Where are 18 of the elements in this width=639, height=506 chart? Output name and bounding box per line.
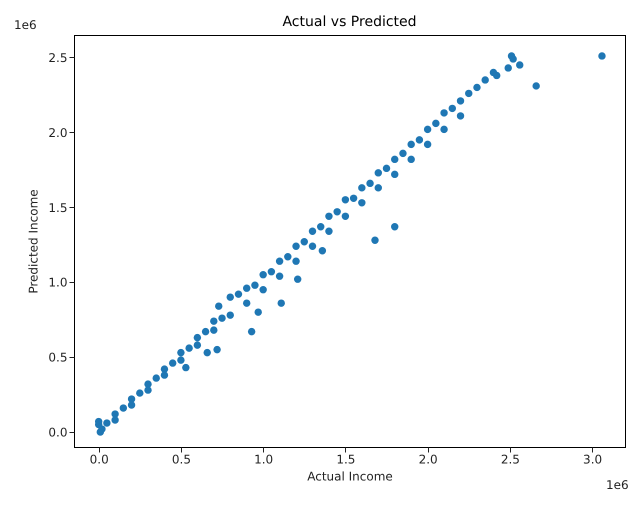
text: 1e6 bbox=[606, 478, 629, 492]
x-tick-label: 2.5 bbox=[500, 452, 520, 466]
chart-title: Actual vs Predicted bbox=[282, 14, 417, 30]
y-tick-label: 2.0 bbox=[48, 126, 68, 140]
y-axis-title: Predicted Income bbox=[26, 189, 40, 294]
x-tick-label: 2.0 bbox=[418, 452, 438, 466]
y-tick-label: 1.0 bbox=[48, 276, 68, 290]
x-tick-label: 3.0 bbox=[583, 452, 602, 466]
y-tick-label: 0.5 bbox=[48, 350, 68, 365]
y-tick-label: 1.5 bbox=[48, 200, 68, 215]
y-tick-label: 2.5 bbox=[48, 50, 68, 65]
x-tick-label: 1.0 bbox=[254, 452, 274, 466]
y-tick-label: 0.0 bbox=[48, 426, 68, 440]
x-tick-label: 1.5 bbox=[336, 452, 356, 466]
x-tick-label: 0.0 bbox=[90, 452, 109, 466]
x-axis-title: Actual Income bbox=[307, 470, 393, 484]
x-tick-label: 0.5 bbox=[172, 452, 191, 466]
text: 1e6 bbox=[14, 18, 37, 32]
